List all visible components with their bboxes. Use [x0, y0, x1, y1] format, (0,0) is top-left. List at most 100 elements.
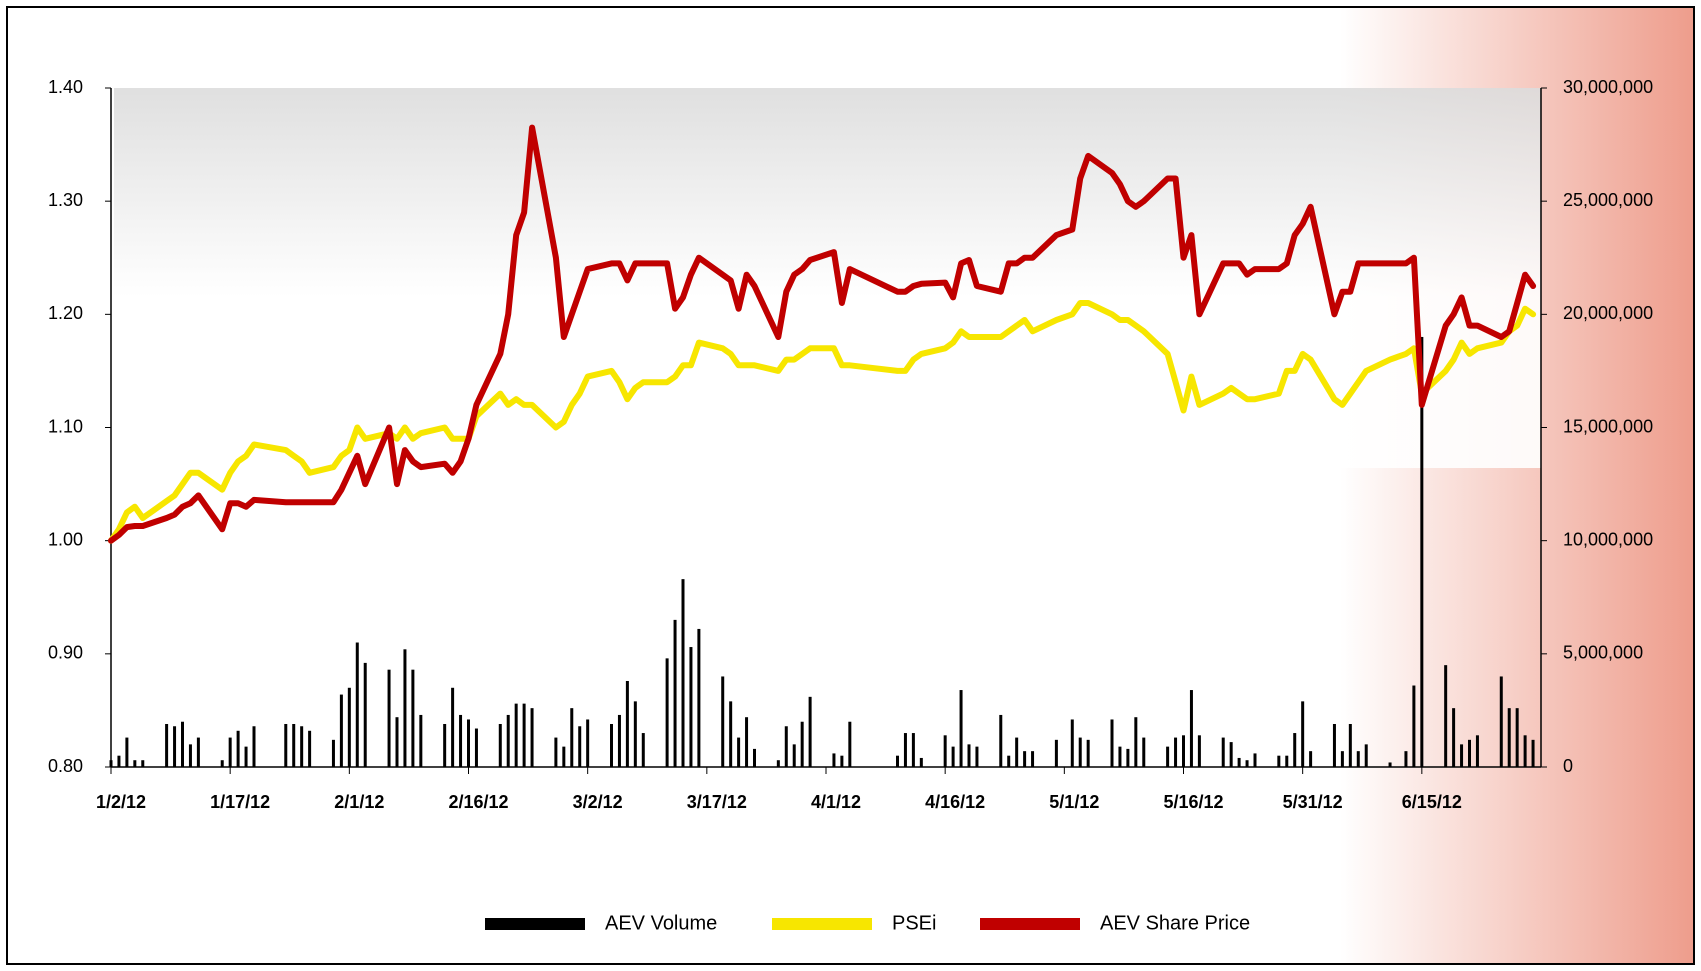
y2-tick-label: 25,000,000: [1563, 190, 1653, 210]
volume-bar: [1412, 685, 1416, 767]
volume-bar: [625, 680, 629, 767]
volume-bar: [1356, 751, 1360, 767]
volume-bar: [1070, 719, 1074, 767]
volume-bar: [133, 760, 137, 767]
volume-bar: [387, 669, 391, 767]
volume-bar: [1221, 737, 1225, 767]
x-tick-label: 3/17/12: [687, 792, 747, 812]
volume-bar: [292, 723, 296, 767]
volume-bar: [451, 687, 455, 767]
volume-bar: [244, 746, 248, 767]
volume-bar: [975, 746, 979, 767]
legend-swatch: [980, 918, 1080, 930]
y2-tick-label: 0: [1563, 756, 1573, 776]
y2-tick-label: 30,000,000: [1563, 77, 1653, 97]
volume-bar: [1309, 751, 1313, 767]
volume-bar: [792, 744, 796, 767]
y2-tick-label: 15,000,000: [1563, 416, 1653, 436]
series-line: [108, 300, 1537, 544]
x-tick-label: 1/17/12: [210, 792, 270, 812]
volume-bar: [181, 721, 184, 767]
y-tick-label: 1.10: [48, 416, 83, 436]
volume-bar: [474, 728, 478, 767]
y-tick-label: 0.90: [48, 643, 83, 663]
volume-bar: [1197, 735, 1201, 767]
volume-bar: [1364, 744, 1368, 767]
volume-bar: [1031, 751, 1035, 767]
volume-bar: [403, 649, 407, 767]
x-tick-label: 5/31/12: [1283, 792, 1343, 812]
volume-bar: [633, 701, 637, 767]
x-tick-label: 3/2/12: [573, 792, 623, 812]
volume-bar: [1229, 742, 1233, 767]
volume-bar: [252, 726, 256, 767]
volume-bar: [1475, 735, 1479, 767]
volume-bar: [943, 735, 947, 767]
volume-bar: [1142, 737, 1146, 767]
volume-bar: [554, 737, 558, 767]
x-tick-label: 2/16/12: [448, 792, 508, 812]
y2-tick-label: 5,000,000: [1563, 643, 1643, 663]
volume-bar: [1444, 665, 1448, 767]
plot: 0.80 0.90 1.00 1.10 1.20 1.30 1.40 0 5,000,000 10…: [48, 77, 1653, 935]
volume-bar: [1118, 746, 1122, 767]
volume-bar: [681, 579, 685, 767]
volume-bar: [903, 733, 907, 767]
frame: [6, 6, 1695, 965]
volume-bar: [848, 721, 852, 767]
volume-bar: [570, 708, 574, 767]
volume-bar: [1531, 739, 1535, 767]
volume-bar: [610, 723, 613, 767]
volume-bar: [562, 746, 566, 767]
volume-bar: [355, 642, 359, 767]
volume-bar: [1134, 717, 1138, 767]
volume-bar: [125, 737, 129, 767]
legend-swatch: [485, 918, 585, 930]
legend-swatch: [772, 918, 872, 930]
volume-bar: [1468, 739, 1471, 767]
y-tick-label: 1.20: [48, 303, 83, 323]
volume-bar: [784, 726, 788, 767]
volume-bar: [919, 757, 923, 767]
volume-bar: [896, 755, 899, 767]
plot-background: [114, 88, 1541, 468]
volume-bar: [1023, 751, 1027, 767]
volume-bar: [443, 723, 447, 767]
volume-bar: [753, 748, 756, 767]
volume-bar: [641, 733, 645, 767]
volume-bar: [347, 687, 351, 767]
volume-bar: [459, 714, 463, 767]
y2-tick-label: 20,000,000: [1563, 303, 1653, 323]
volume-bar: [1388, 762, 1392, 767]
x-tick-label: 2/1/12: [334, 792, 384, 812]
volume-bar: [1174, 737, 1178, 767]
volume-bar: [530, 708, 534, 767]
volume-bar: [339, 694, 343, 767]
x-tick-label: 5/1/12: [1049, 792, 1099, 812]
volume-bar: [1293, 733, 1297, 767]
volume-bar: [228, 737, 232, 767]
volume-bar: [1110, 719, 1114, 767]
series-line: [108, 124, 1537, 544]
volume-bar: [395, 717, 399, 767]
volume-bar: [498, 723, 502, 767]
volume-bar: [196, 737, 200, 767]
x-tick-label: 1/2/12: [96, 792, 146, 812]
volume-bar: [300, 726, 304, 767]
volume-bar: [1523, 735, 1527, 767]
volume-bar: [1078, 737, 1082, 767]
volume-bar: [800, 721, 804, 767]
x-tick-label: 4/1/12: [811, 792, 861, 812]
volume-bar: [586, 719, 590, 767]
volume-bar: [331, 739, 335, 767]
legend-label: AEV Share Price: [1100, 912, 1250, 934]
volume-bar: [1054, 739, 1058, 767]
volume-bar: [1515, 708, 1519, 767]
volume-bar: [689, 647, 693, 767]
volume-bar: [220, 760, 224, 767]
volume-bar: [959, 690, 963, 767]
volume-bar: [721, 676, 725, 767]
volume-bar: [911, 733, 915, 767]
y-tick-label: 1.30: [48, 190, 83, 210]
